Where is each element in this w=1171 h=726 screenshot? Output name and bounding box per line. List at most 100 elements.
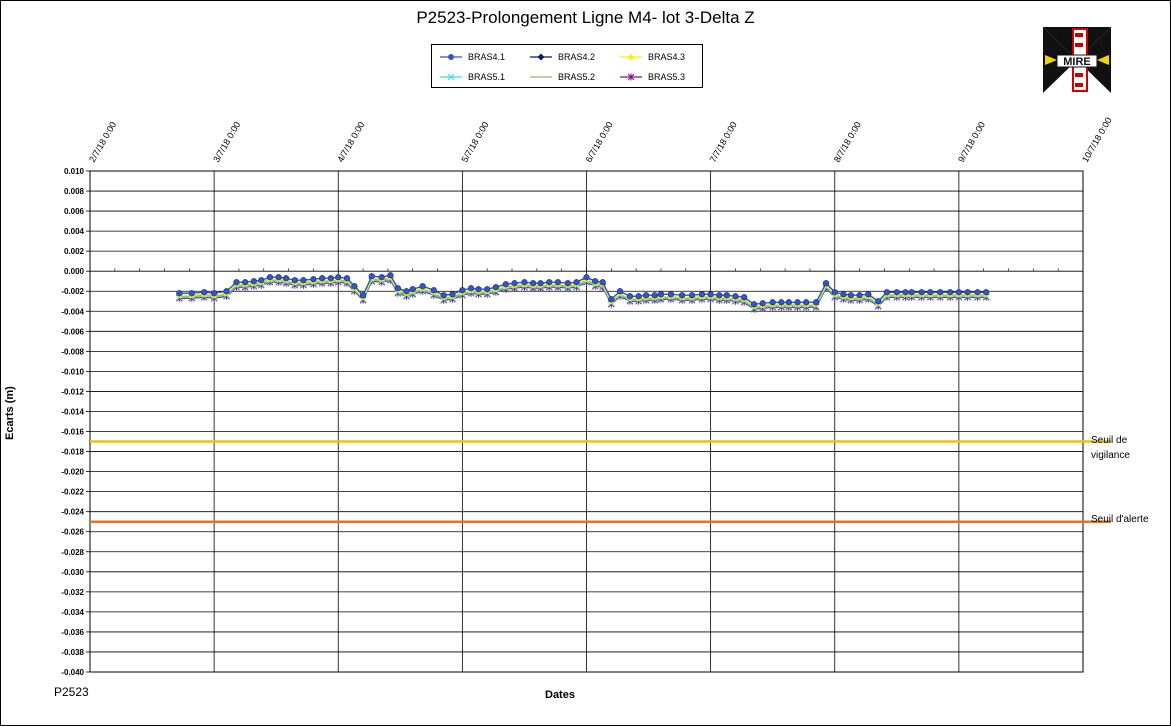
- data-point-bras4-1: [511, 280, 518, 287]
- data-point-bras4-1: [359, 292, 367, 299]
- y-tick-label: -0.012: [61, 387, 84, 396]
- data-point-bras4-1: [223, 288, 230, 295]
- data-point-bras4-1: [840, 291, 847, 298]
- data-point-bras4-1: [430, 287, 437, 294]
- legend-item-bras5-2: BRAS5.2: [528, 70, 614, 84]
- data-point-bras4-1: [794, 299, 801, 306]
- data-point-bras4-1: [822, 280, 830, 287]
- data-point-bras4-1: [635, 293, 642, 300]
- data-point-bras4-1: [875, 298, 882, 305]
- y-tick-label: -0.030: [61, 568, 84, 577]
- data-point-bras4-1: [893, 289, 900, 296]
- data-point-bras4-1: [521, 279, 528, 286]
- data-point-bras4-1: [865, 291, 872, 298]
- y-tick-label: -0.018: [61, 448, 84, 457]
- data-point-bras4-1: [785, 299, 792, 306]
- y-tick-label: -0.024: [61, 508, 84, 517]
- x-tick-label: 2/7/18 0:00: [87, 120, 118, 164]
- data-point-bras4-1: [769, 299, 776, 306]
- y-tick-label: -0.036: [61, 628, 84, 637]
- data-point-bras4-1: [394, 285, 401, 292]
- data-point-bras4-1: [723, 292, 730, 299]
- legend-item-bras4-1: BRAS4.1: [438, 50, 524, 64]
- y-tick-label: -0.010: [61, 367, 84, 376]
- data-point-bras4-1: [327, 275, 334, 282]
- data-point-bras4-1: [803, 299, 810, 306]
- x-tick-label: 10/7/18 0:00: [1080, 116, 1114, 164]
- data-point-bras4-1: [642, 292, 650, 299]
- data-point-bras4-1: [707, 291, 714, 298]
- legend-item-bras5-1: BRAS5.1: [438, 70, 524, 84]
- data-point-bras4-1: [651, 292, 658, 299]
- data-point-bras4-1: [492, 284, 499, 291]
- y-tick-label: -0.038: [61, 648, 84, 657]
- data-point-bras4-1: [592, 278, 599, 285]
- data-point-bras4-1: [813, 299, 820, 306]
- data-point-bras4-1: [698, 291, 706, 298]
- data-point-bras4-1: [310, 276, 317, 283]
- data-point-bras4-1: [778, 299, 785, 306]
- y-tick-label: 0.000: [64, 267, 85, 276]
- y-tick-label: -0.034: [61, 608, 84, 617]
- y-tick-label: 0.002: [64, 247, 85, 256]
- data-point-bras4-1: [831, 289, 838, 296]
- data-point-bras4-1: [856, 292, 863, 299]
- data-point-bras4-1: [291, 277, 298, 284]
- footer-code: P2523: [54, 685, 89, 699]
- data-point-bras4-1: [343, 275, 351, 282]
- data-point-bras4-1: [258, 277, 265, 284]
- data-point-bras4-1: [750, 301, 758, 308]
- y-tick-label: -0.008: [61, 347, 84, 356]
- data-point-bras4-1: [300, 277, 307, 284]
- data-point-bras4-1: [211, 290, 218, 297]
- data-point-bras4-1: [902, 289, 909, 296]
- legend-label: BRAS5.3: [648, 72, 686, 82]
- y-axis-label: Ecarts (m): [4, 386, 16, 440]
- x-tick-label: 5/7/18 0:00: [459, 120, 490, 164]
- data-point-bras4-1: [530, 280, 537, 287]
- data-point-bras4-1: [688, 292, 696, 299]
- y-tick-label: -0.040: [61, 668, 84, 677]
- legend-item-bras4-3: BRAS4.3: [618, 50, 704, 64]
- chart-title: P2523-Prolongement Ligne M4- lot 3-Delta…: [416, 8, 755, 27]
- legend-swatch: [530, 53, 552, 61]
- data-point-bras4-1: [908, 289, 915, 296]
- data-point-bras4-1: [403, 288, 410, 295]
- x-tick-label: 7/7/18 0:00: [708, 120, 739, 164]
- x-tick-label: 8/7/18 0:00: [832, 120, 863, 164]
- data-point-bras4-1: [626, 293, 634, 300]
- data-point-bras4-1: [616, 288, 624, 295]
- y-tick-label: -0.002: [61, 287, 84, 296]
- data-point-bras4-1: [242, 279, 249, 286]
- data-point-bras4-1: [678, 292, 686, 299]
- data-point-bras4-1: [266, 274, 274, 281]
- legend-swatch: [440, 54, 462, 60]
- data-point-bras4-1: [201, 289, 208, 296]
- legend-label: BRAS5.2: [558, 72, 596, 82]
- y-tick-label: -0.028: [61, 548, 84, 557]
- mire-logo: MIRE: [1043, 27, 1111, 93]
- data-point-bras4-1: [368, 273, 375, 280]
- data-point-bras4-1: [188, 290, 195, 297]
- data-point-bras4-1: [759, 300, 766, 307]
- data-point-bras4-1: [583, 274, 590, 281]
- legend-label: BRAS4.2: [558, 52, 596, 62]
- threshold-label-alerte: Seuil d'alerte: [1091, 514, 1149, 525]
- data-point-bras4-1: [974, 289, 981, 296]
- x-tick-label: 6/7/18 0:00: [584, 120, 615, 164]
- threshold-label-vigilance: Seuil de vigilance: [1091, 435, 1130, 461]
- data-point-bras4-1: [475, 286, 482, 293]
- data-point-bras4-1: [937, 289, 944, 296]
- data-point-bras4-1: [599, 279, 606, 286]
- data-point-bras4-1: [716, 292, 723, 299]
- data-point-bras4-1: [573, 279, 580, 286]
- x-tick-label: 3/7/18 0:00: [211, 120, 242, 164]
- legend-swatch: [440, 73, 462, 81]
- data-point-bras4-1: [918, 289, 925, 296]
- svg-text:MIRE: MIRE: [1063, 56, 1091, 68]
- data-point-bras4-1: [741, 294, 748, 301]
- data-point-bras4-1: [883, 289, 890, 296]
- data-point-bras4-1: [657, 291, 665, 298]
- y-tick-label: 0.006: [64, 207, 85, 216]
- y-tick-label: -0.026: [61, 528, 84, 537]
